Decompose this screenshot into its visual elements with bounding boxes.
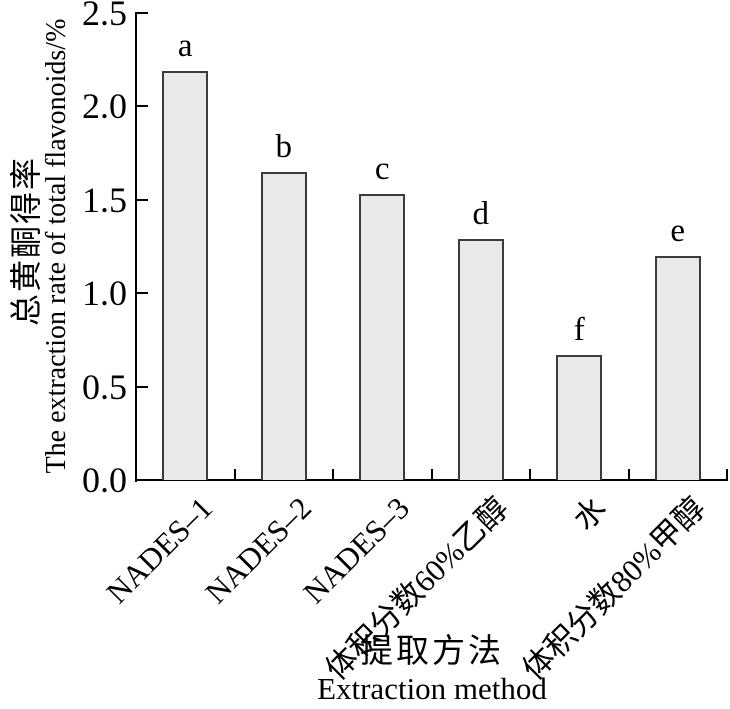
- bar: [556, 354, 603, 480]
- x-tick-mark: [627, 469, 630, 480]
- x-tick-mark: [233, 469, 236, 480]
- bar-letter: a: [177, 27, 193, 64]
- y-tick-label: 1.0: [82, 273, 127, 314]
- bar: [457, 239, 504, 480]
- y-tick-mark: [137, 12, 148, 14]
- y-tick-mark: [137, 479, 148, 481]
- y-tick-label: 2.5: [82, 0, 127, 33]
- bar: [260, 171, 307, 480]
- bar-letter: e: [670, 212, 686, 249]
- x-tick-mark: [726, 469, 728, 480]
- y-tick-mark: [137, 198, 148, 201]
- y-tick-label: 0.5: [82, 366, 127, 407]
- bar-letter: d: [472, 196, 490, 233]
- x-tick-mark: [529, 469, 531, 480]
- bar-letter: c: [374, 151, 390, 188]
- y-axis-title-chinese: 总黄酮得率: [8, 156, 44, 327]
- x-axis-title-english: Extraction method: [317, 671, 547, 706]
- bar: [162, 70, 209, 480]
- bar-letter: f: [573, 311, 585, 348]
- x-tick-mark: [332, 469, 334, 480]
- x-tick-mark: [430, 469, 433, 480]
- y-tick-mark: [137, 292, 148, 295]
- y-tick-label: 0.0: [82, 460, 127, 500]
- y-tick-mark: [137, 105, 148, 108]
- bar: [359, 194, 406, 480]
- x-axis-line: [135, 479, 728, 481]
- y-tick-label: 1.5: [82, 179, 127, 220]
- y-tick-label: 2.0: [82, 86, 127, 127]
- bar: [654, 255, 701, 480]
- bar-letter: b: [275, 128, 293, 165]
- y-tick-mark: [137, 385, 148, 388]
- y-axis-line: [135, 12, 137, 482]
- x-axis-title-chinese: 提取方法: [360, 634, 504, 670]
